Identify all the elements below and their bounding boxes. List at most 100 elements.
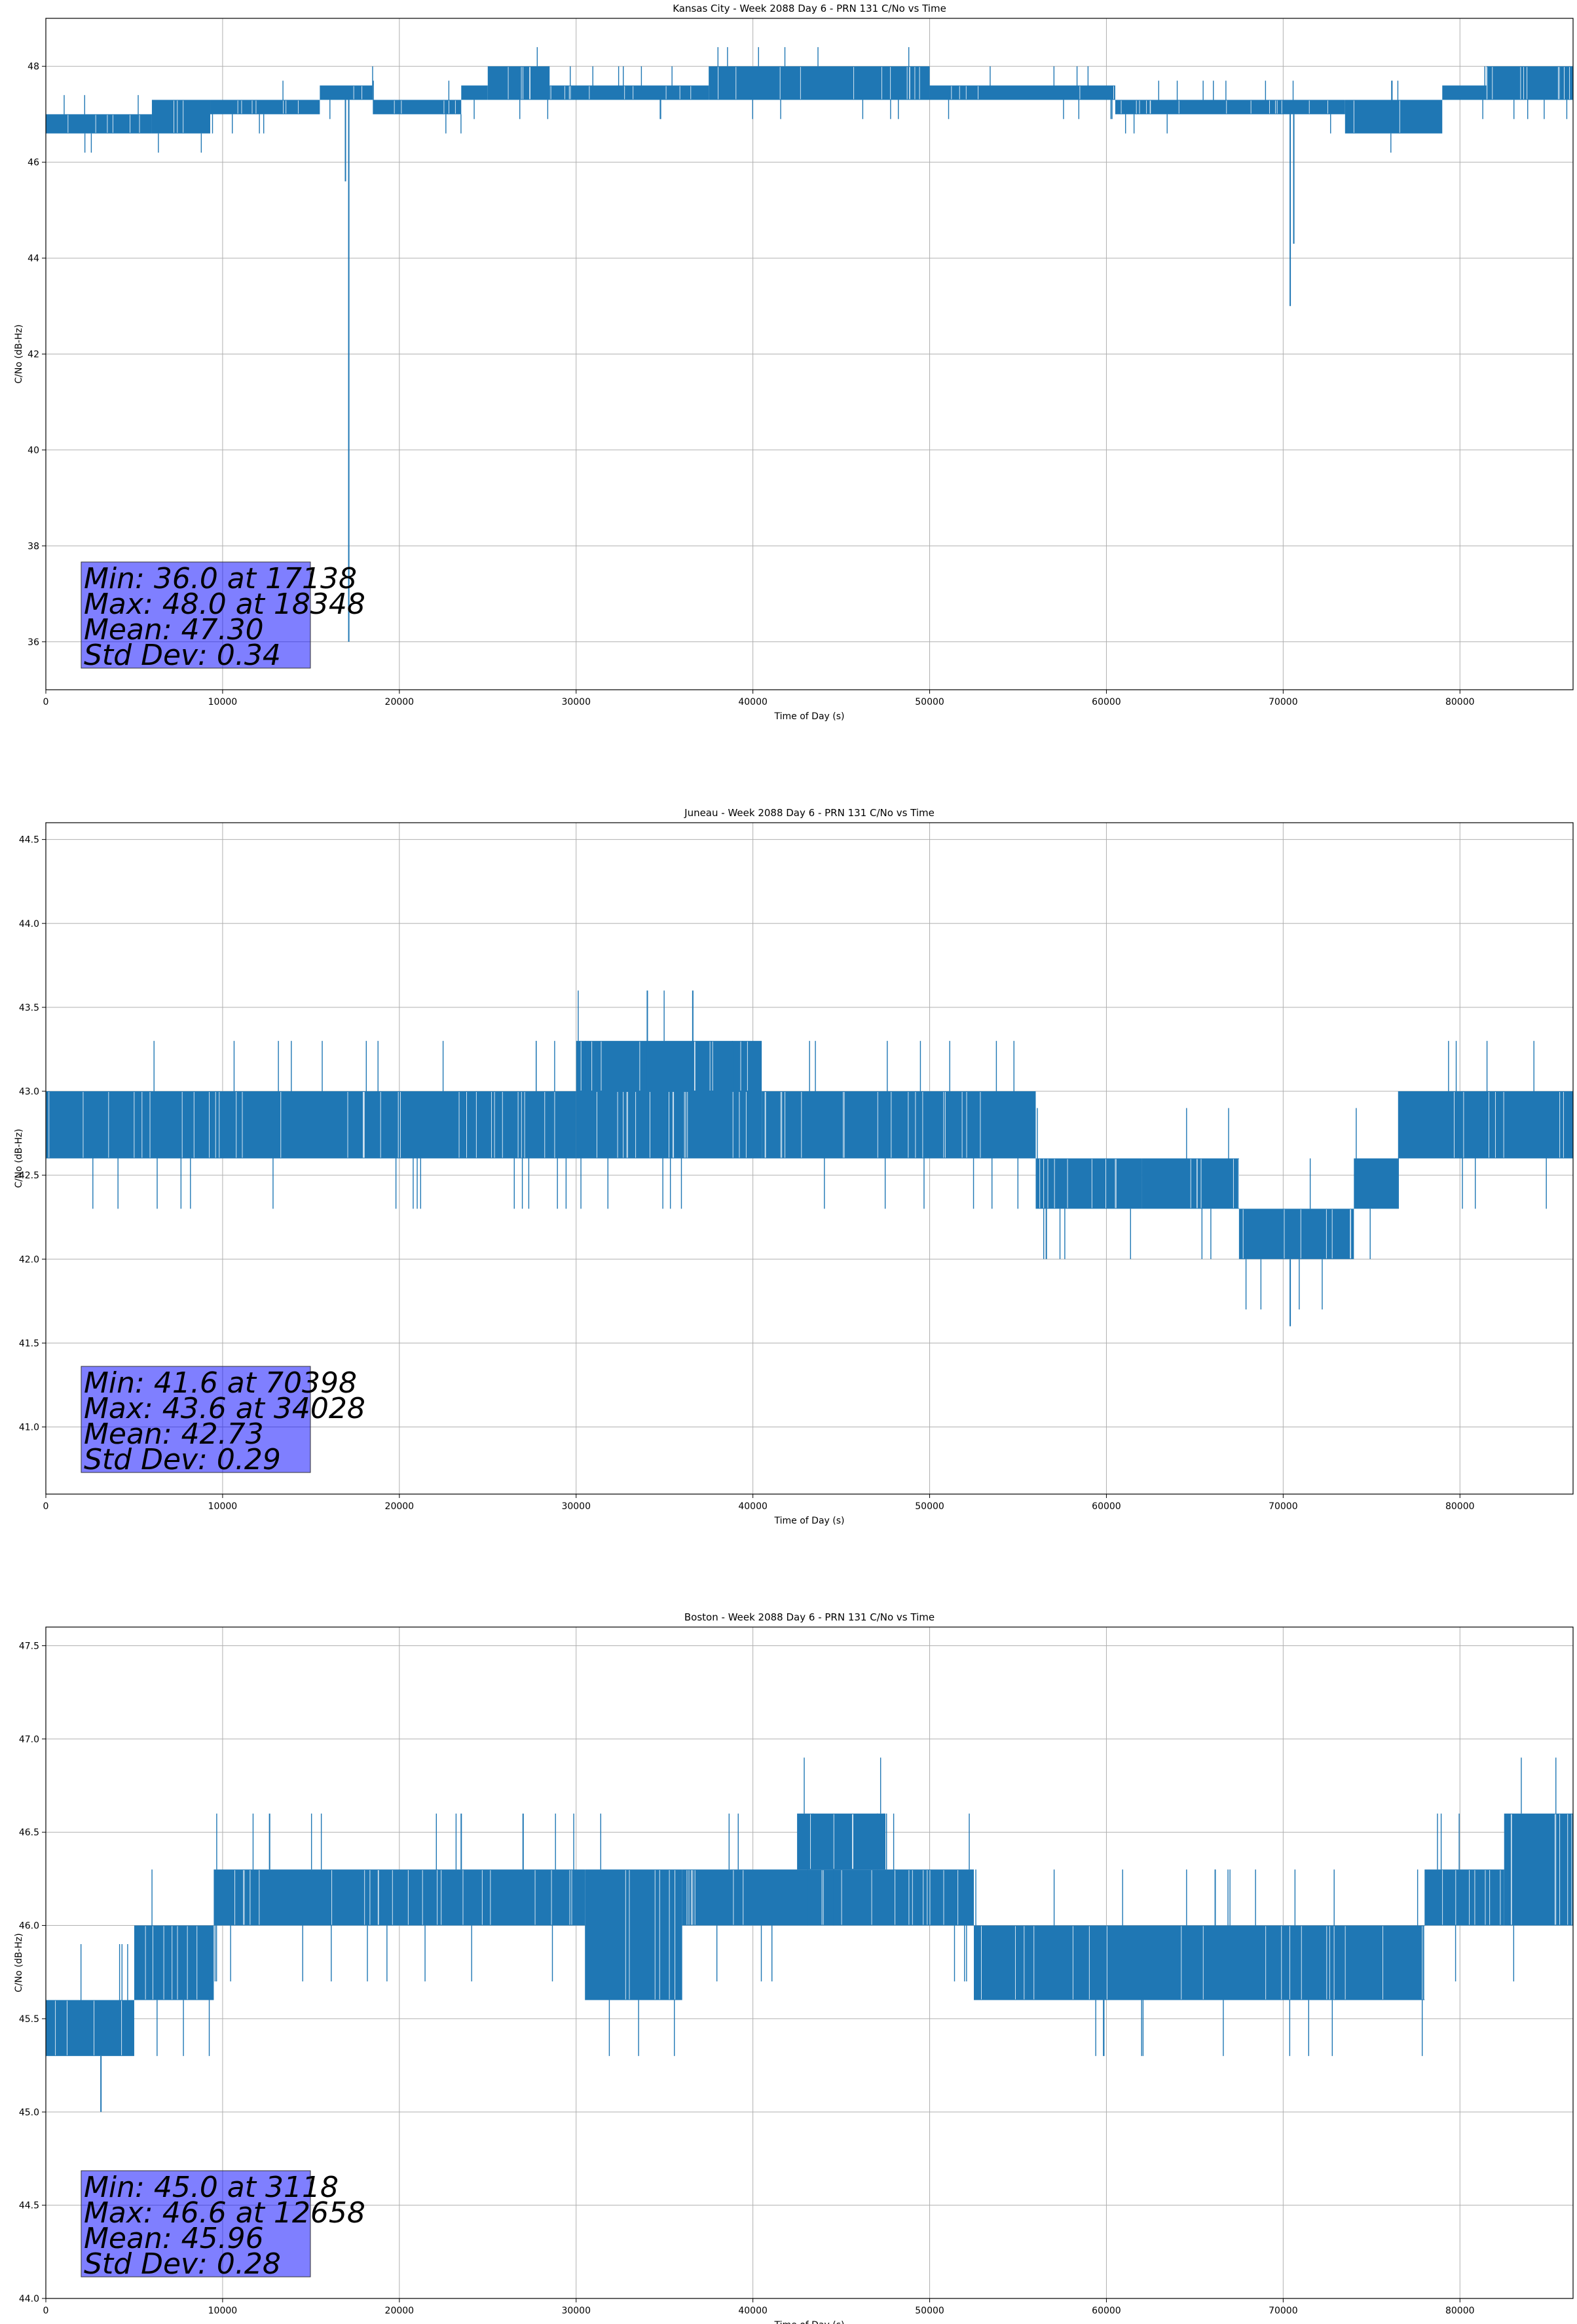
data-band — [682, 1869, 974, 1926]
data-band — [549, 85, 709, 100]
data-band — [1238, 1209, 1354, 1260]
stats-line: Std Dev: 0.29 — [84, 1443, 281, 1476]
data-band — [46, 2000, 134, 2056]
data-band — [487, 66, 550, 100]
chart-title: Boston - Week 2088 Day 6 - PRN 131 C/No … — [684, 1611, 935, 1623]
chart-title: Kansas City - Week 2088 Day 6 - PRN 131 … — [673, 3, 946, 14]
x-tick-label: 40000 — [738, 1501, 768, 1512]
plot-frame — [45, 822, 1574, 1495]
y-tick-label: 41.0 — [19, 1423, 39, 1433]
x-tick-label: 80000 — [1445, 697, 1475, 707]
y-tick-label: 46.0 — [19, 1921, 39, 1932]
stats-box — [81, 561, 311, 669]
chart-panel-1: 0 10000 20000 30000 40000 50000 60000 70000 8000… — [14, 3, 1574, 722]
stats-line: Mean: 45.96 — [84, 2222, 264, 2255]
data-band — [576, 1041, 762, 1091]
x-tick-label: 0 — [43, 697, 49, 707]
y-tick-label: 46 — [28, 158, 39, 168]
x-tick-label: 20000 — [385, 697, 415, 707]
chart-panel-3: 0 10000 20000 30000 40000 50000 60000 70000 8000… — [14, 1611, 1574, 2324]
data-band — [134, 1925, 214, 2000]
data-band — [929, 85, 1115, 100]
y-tick-label: 44.5 — [19, 2201, 39, 2211]
data-band — [1442, 85, 1487, 100]
y-tick-label: 48 — [28, 62, 39, 72]
x-tick-label: 50000 — [915, 2306, 944, 2316]
data-band — [797, 1813, 886, 1870]
y-tick-label: 47.0 — [19, 1734, 39, 1745]
x-tick-label: 70000 — [1269, 2306, 1298, 2316]
y-tick-label: 42.5 — [19, 1171, 39, 1181]
y-tick-label: 44.0 — [19, 919, 39, 929]
data-band — [46, 1091, 576, 1159]
data-band — [1486, 66, 1573, 100]
y-tick-label: 41.5 — [19, 1338, 39, 1349]
stats-line: Min: 41.6 at 70398 — [84, 1366, 357, 1400]
x-tick-label: 10000 — [208, 1501, 238, 1512]
data-band — [213, 1869, 585, 1926]
data-band — [151, 100, 211, 134]
data-band — [1035, 1158, 1142, 1209]
y-tick-label: 40 — [28, 445, 39, 456]
x-axis-label: Time of Day (s) — [774, 1516, 845, 1526]
data-band — [1115, 100, 1345, 115]
chart-panel-2: 0 10000 20000 30000 40000 50000 60000 70000 8000… — [14, 807, 1574, 1526]
y-axis-label: C/No (dB-Hz) — [14, 324, 24, 383]
x-tick-label: 50000 — [915, 697, 944, 707]
y-axis-label: C/No (dB-Hz) — [14, 1933, 24, 1992]
x-tick-label: 60000 — [1092, 1501, 1121, 1512]
stats-box — [81, 1366, 311, 1473]
data-band — [1504, 1813, 1573, 1926]
x-tick-label: 30000 — [561, 1501, 591, 1512]
data-band — [1424, 1869, 1504, 1926]
data-band — [46, 114, 152, 134]
y-tick-label: 45.0 — [19, 2107, 39, 2118]
stats-line: Std Dev: 0.28 — [84, 2247, 281, 2281]
stats-line: Min: 45.0 at 3118 — [84, 2171, 339, 2204]
data-band — [1141, 1158, 1239, 1209]
x-tick-label: 80000 — [1445, 1501, 1475, 1512]
data-band — [709, 66, 930, 100]
y-tick-label: 42 — [28, 350, 39, 360]
x-axis-label: Time of Day (s) — [774, 2320, 845, 2324]
x-tick-label: 0 — [43, 2306, 49, 2316]
stats-line: Max: 46.6 at 12658 — [84, 2196, 365, 2230]
x-tick-label: 20000 — [385, 2306, 415, 2316]
y-tick-label: 43.5 — [19, 1003, 39, 1013]
stats-line: Max: 48.0 at 18348 — [84, 588, 365, 621]
x-tick-label: 60000 — [1092, 2306, 1121, 2316]
y-tick-label: 44.5 — [19, 835, 39, 846]
x-tick-label: 30000 — [561, 697, 591, 707]
data-band — [762, 1091, 1036, 1159]
x-tick-label: 70000 — [1269, 1501, 1298, 1512]
chart-title: Juneau - Week 2088 Day 6 - PRN 131 C/No … — [684, 807, 935, 819]
data-band — [373, 100, 462, 115]
y-tick-label: 45.5 — [19, 2014, 39, 2025]
data-band — [210, 100, 320, 115]
x-tick-label: 80000 — [1445, 2306, 1475, 2316]
data-band — [1354, 1158, 1398, 1209]
x-tick-label: 40000 — [738, 2306, 768, 2316]
y-tick-label: 44 — [28, 253, 39, 264]
data-band — [1398, 1091, 1573, 1159]
data-band — [974, 1925, 1425, 2000]
stats-line: Std Dev: 0.34 — [84, 639, 281, 672]
x-tick-label: 70000 — [1269, 697, 1298, 707]
stats-box — [81, 2170, 311, 2277]
x-tick-label: 50000 — [915, 1501, 944, 1512]
stats-line: Max: 43.6 at 34028 — [84, 1392, 365, 1425]
x-tick-label: 20000 — [385, 1501, 415, 1512]
y-axis-label: C/No (dB-Hz) — [14, 1129, 24, 1188]
y-tick-label: 43.0 — [19, 1087, 39, 1097]
x-axis-label: Time of Day (s) — [774, 711, 845, 722]
stats-line: Mean: 47.30 — [84, 613, 264, 647]
x-tick-label: 10000 — [208, 2306, 238, 2316]
x-tick-label: 0 — [43, 1501, 49, 1512]
y-tick-label: 44.0 — [19, 2294, 39, 2304]
stats-line: Mean: 42.73 — [84, 1417, 264, 1451]
data-band — [585, 1869, 682, 2000]
y-tick-label: 42.0 — [19, 1254, 39, 1265]
x-tick-label: 30000 — [561, 2306, 591, 2316]
x-tick-label: 60000 — [1092, 697, 1121, 707]
